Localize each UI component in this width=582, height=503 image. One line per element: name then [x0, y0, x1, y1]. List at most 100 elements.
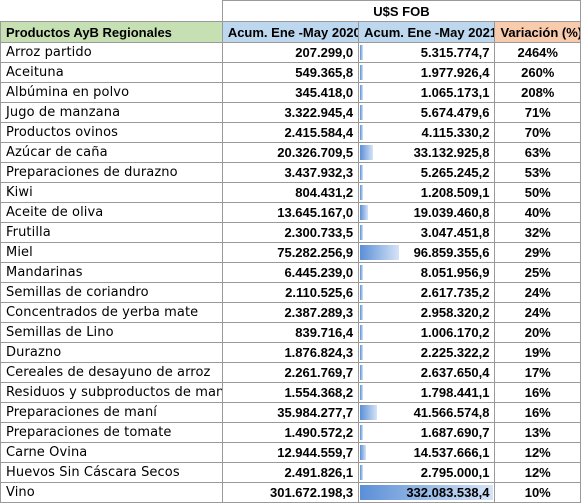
value-2021-cell: 1.687.690,7 — [358, 422, 496, 443]
product-name-cell: Jugo de manzana — [0, 102, 223, 123]
table-row: Azúcar de caña 20.326.709,5 33.132.925,8 63… — [0, 142, 581, 163]
value-2021-databar — [360, 225, 364, 240]
value-2021-cell: 1.065.173,1 — [358, 82, 496, 103]
value-2021-text: 4.115.330,2 — [421, 125, 490, 140]
currency-header: U$S FOB — [221, 0, 582, 22]
value-2021-cell: 1.977.926,4 — [358, 62, 496, 83]
value-2021-databar — [360, 445, 366, 460]
table-row: Cereales de desayuno de arroz 2.261.769,7… — [0, 362, 581, 383]
product-name-cell: Frutilla — [0, 222, 223, 243]
product-name-cell: Carne Ovina — [0, 442, 223, 463]
value-2020-cell: 2.300.733,5 — [221, 222, 360, 243]
variation-cell: 53% — [494, 162, 581, 183]
product-name-cell: Miel — [0, 242, 223, 263]
product-name-cell: Arroz partido — [0, 42, 223, 63]
value-2021-cell: 5.265.245,2 — [358, 162, 496, 183]
value-2021-text: 1.687.690,7 — [420, 425, 490, 440]
value-2020-cell: 1.554.368,2 — [221, 382, 360, 403]
value-2021-cell: 4.115.330,2 — [358, 122, 496, 143]
value-2020-cell: 3.322.945,4 — [221, 102, 360, 123]
table-row: Frutilla 2.300.733,5 3.047.451,8 32% — [0, 222, 581, 243]
variation-cell: 19% — [494, 342, 581, 363]
value-2021-databar — [360, 405, 377, 420]
value-2021-databar — [360, 85, 364, 100]
value-2020-cell: 549.365,8 — [221, 62, 360, 83]
variation-cell: 17% — [494, 362, 581, 383]
value-2021-databar — [360, 185, 364, 200]
variation-cell: 16% — [494, 402, 581, 423]
value-2020-cell: 35.984.277,7 — [221, 402, 360, 423]
value-2021-text: 2.225.322,2 — [420, 345, 490, 360]
variation-cell: 12% — [494, 462, 581, 483]
variation-cell: 25% — [494, 262, 581, 283]
table-row: Miel 75.282.256,9 96.859.355,6 29% — [0, 242, 581, 263]
variation-cell: 24% — [494, 302, 581, 323]
value-2021-text: 5.674.479,6 — [420, 105, 490, 120]
value-2021-text: 19.039.460,8 — [413, 205, 490, 220]
product-name-cell: Preparaciones de maní — [0, 402, 223, 423]
value-2021-databar — [360, 385, 364, 400]
variation-cell: 16% — [494, 382, 581, 403]
value-2020-cell: 12.944.559,7 — [221, 442, 360, 463]
value-2021-text: 3.047.451,8 — [420, 225, 490, 240]
value-2020-cell: 2.491.826,1 — [221, 462, 360, 483]
product-name-cell: Preparaciones de tomate — [0, 422, 223, 443]
variation-cell: 71% — [494, 102, 581, 123]
value-2021-databar — [360, 245, 399, 260]
variation-cell: 32% — [494, 222, 581, 243]
value-2021-text: 1.208.509,1 — [420, 185, 490, 200]
table-row: Aceituna 549.365,8 1.977.926,4 260% — [0, 62, 581, 83]
column-header-variation: Variación (%) — [494, 21, 581, 43]
value-2021-cell: 96.859.355,6 — [358, 242, 496, 263]
variation-cell: 208% — [494, 82, 581, 103]
value-2021-text: 33.132.925,8 — [413, 145, 490, 160]
column-header-row: Productos AyB Regionales Acum. Ene -May … — [0, 21, 581, 43]
table-row: Durazno 1.876.824,3 2.225.322,2 19% — [0, 342, 581, 363]
table-row: Carne Ovina 12.944.559,7 14.537.666,1 12% — [0, 442, 581, 463]
value-2020-cell: 301.672.198,3 — [221, 482, 360, 503]
value-2020-cell: 2.387.289,3 — [221, 302, 360, 323]
table-row: Albúmina en polvo 345.418,0 1.065.173,1 208… — [0, 82, 581, 103]
value-2020-cell: 3.437.932,3 — [221, 162, 360, 183]
value-2021-text: 2.637.650,4 — [420, 365, 490, 380]
value-2021-text: 1.065.173,1 — [420, 85, 490, 100]
product-name-cell: Semillas de Lino — [0, 322, 223, 343]
value-2021-cell: 33.132.925,8 — [358, 142, 496, 163]
value-2021-databar — [360, 165, 364, 180]
value-2021-databar — [360, 65, 364, 80]
value-2020-cell: 345.418,0 — [221, 82, 360, 103]
product-name-cell: Azúcar de caña — [0, 142, 223, 163]
variation-cell: 12% — [494, 442, 581, 463]
value-2021-cell: 8.051.956,9 — [358, 262, 496, 283]
value-2021-databar — [360, 285, 364, 300]
value-2021-text: 1.006.170,2 — [420, 325, 490, 340]
value-2020-cell: 2.415.584,4 — [221, 122, 360, 143]
product-name-cell: Huevos Sin Cáscara Secos — [0, 462, 223, 483]
value-2021-databar — [360, 325, 364, 340]
value-2021-cell: 2.958.320,2 — [358, 302, 496, 323]
table-row: Preparaciones de durazno 3.437.932,3 5.265… — [0, 162, 581, 183]
value-2021-text: 1.798.441,1 — [420, 385, 490, 400]
table-row: Vino 301.672.198,3 332.083.538,4 10% — [0, 482, 581, 503]
table-row: Productos ovinos 2.415.584,4 4.115.330,2 70… — [0, 122, 581, 143]
table-row: Preparaciones de tomate 1.490.572,2 1.687.… — [0, 422, 581, 443]
variation-cell: 40% — [494, 202, 581, 223]
table-row: Aceite de oliva 13.645.167,0 19.039.460,8 4… — [0, 202, 581, 223]
product-name-cell: Productos ovinos — [0, 122, 223, 143]
value-2020-cell: 2.110.525,6 — [221, 282, 360, 303]
table-row: Preparaciones de maní 35.984.277,7 41.566.… — [0, 402, 581, 423]
value-2021-text: 14.537.666,1 — [413, 445, 490, 460]
table-row: Residuos y subproductos de maní 1.554.368… — [0, 382, 581, 403]
value-2021-cell: 1.006.170,2 — [358, 322, 496, 343]
value-2021-databar — [360, 465, 364, 480]
value-2021-text: 96.859.355,6 — [413, 245, 490, 260]
table-row: Huevos Sin Cáscara Secos 2.491.826,1 2.795… — [0, 462, 581, 483]
currency-header-row: U$S FOB — [0, 0, 582, 22]
product-name-cell: Preparaciones de durazno — [0, 162, 223, 183]
product-name-cell: Cereales de desayuno de arroz — [0, 362, 223, 383]
value-2020-cell: 20.326.709,5 — [221, 142, 360, 163]
value-2021-cell: 3.047.451,8 — [358, 222, 496, 243]
value-2021-cell: 2.225.322,2 — [358, 342, 496, 363]
value-2021-cell: 41.566.574,8 — [358, 402, 496, 423]
